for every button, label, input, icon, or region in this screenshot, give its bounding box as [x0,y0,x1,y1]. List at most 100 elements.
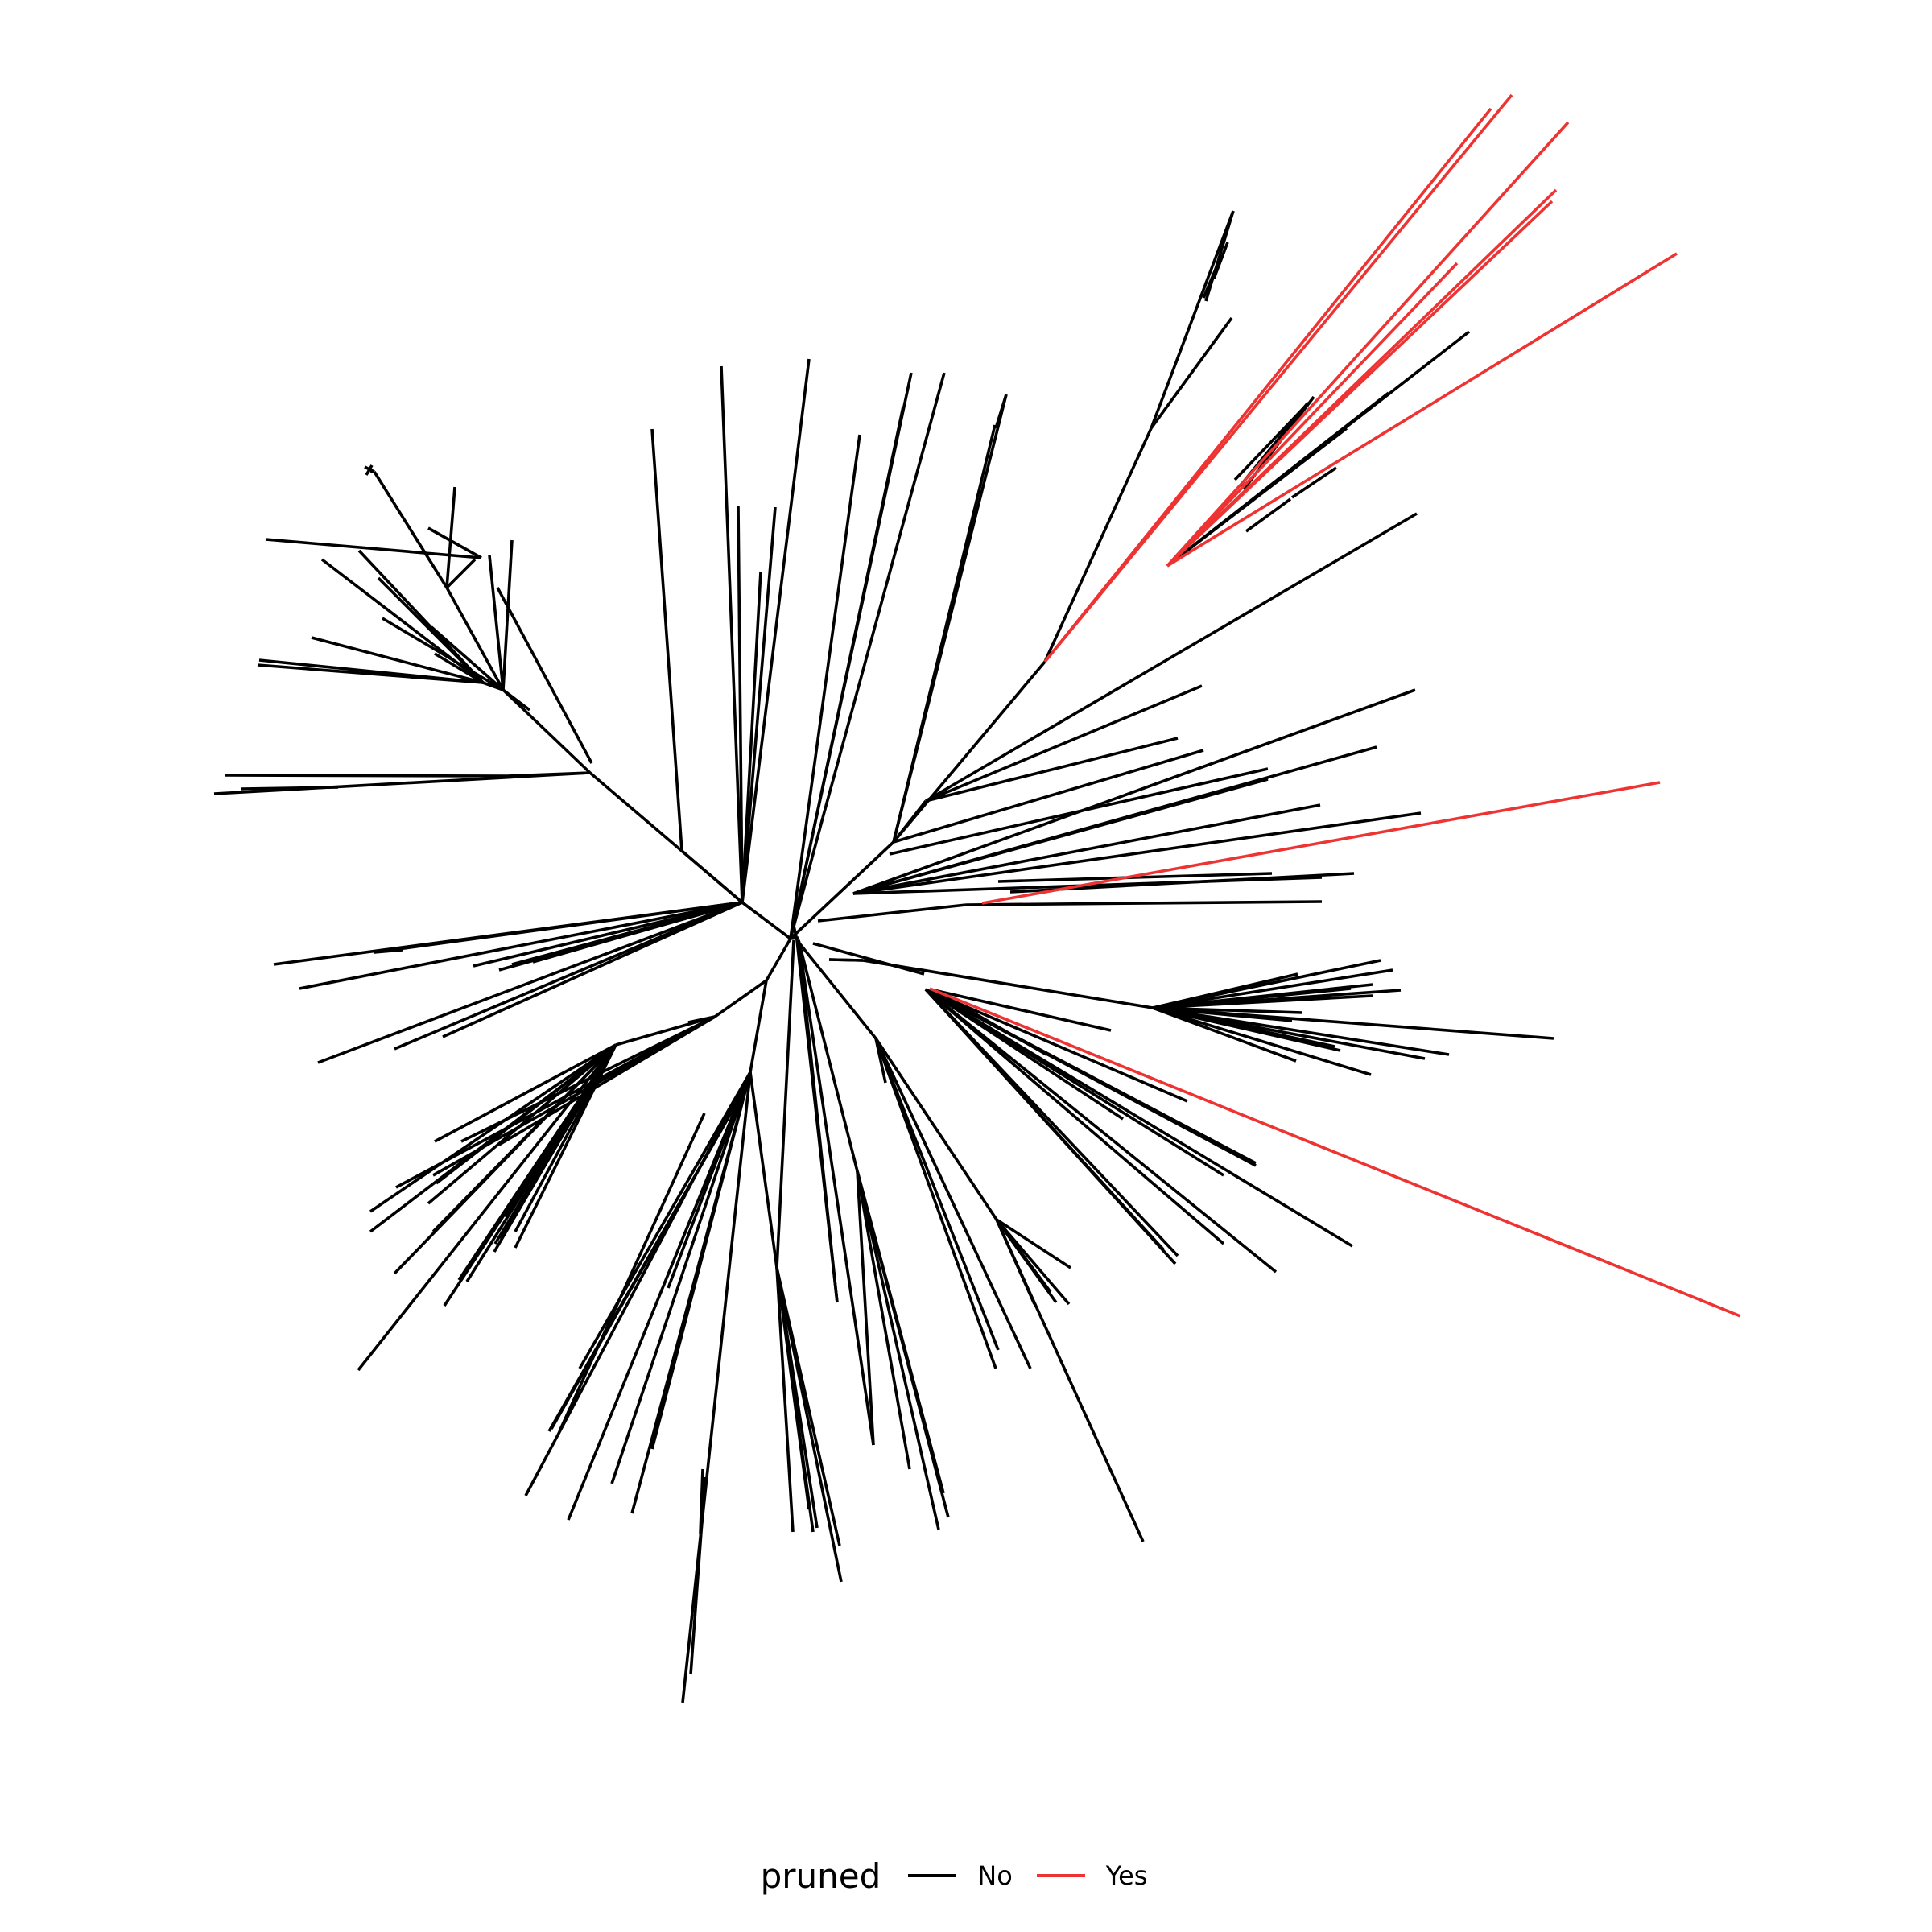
legend-title: pruned [760,1856,881,1896]
branch [741,506,777,903]
branch [852,745,1377,895]
legend-label-yes: Yes [1105,1860,1148,1891]
branch [924,988,1177,1265]
branch [775,939,795,1269]
branch [925,988,1353,1248]
branch [856,1170,911,1470]
branch [373,471,448,588]
branch [1290,466,1338,499]
branch [856,1170,940,1530]
branch [681,1071,752,1703]
branch [933,989,1047,1056]
branch [241,786,339,791]
branch [1152,1006,1372,1076]
branch [795,939,839,1303]
branch [789,817,824,939]
branch [1043,427,1153,663]
branch [741,358,811,903]
branch [741,571,762,903]
branch [434,652,484,684]
branch [1212,242,1229,279]
branch [749,1071,778,1269]
branch [699,1468,704,1534]
branch [933,989,1112,1032]
branch [924,988,1278,1274]
branch [775,1267,841,1546]
branch [502,539,514,691]
branch [713,979,768,1018]
branch [925,737,1179,803]
branch [789,434,861,939]
branch [369,1043,617,1213]
branch [430,625,505,691]
branch [427,526,482,559]
branch [795,939,877,1040]
branch [874,1038,998,1220]
branch [817,903,967,923]
branch [258,658,484,684]
branch [995,1219,1145,1542]
branch [317,901,743,1064]
legend-swatch-yes [1036,1874,1085,1877]
branch [892,799,927,844]
branch [434,1043,617,1143]
branch [1152,994,1373,1009]
branch [893,749,1204,844]
branch [1150,210,1235,429]
branch [532,901,743,964]
branch [1152,1006,1303,1014]
branch [213,771,591,795]
branch-pruned [1166,262,1459,568]
branch [265,538,482,559]
branch [1233,403,1308,481]
branch [792,925,799,941]
branch [924,988,1225,1245]
branch [775,1267,795,1533]
branch [650,428,683,852]
branch [892,424,997,843]
branch [558,1113,706,1432]
branch [889,767,1269,856]
branch [365,464,374,476]
branch [720,365,744,903]
branch [1152,1006,1341,1052]
branch [862,959,1154,1009]
branch [1152,1006,1297,1063]
branch [852,688,1416,895]
branch [1204,210,1235,302]
branch [856,1170,875,1446]
branch [320,558,485,684]
branch [852,811,1422,895]
branch [995,1218,1058,1304]
branch [394,901,743,1051]
branch [445,486,456,588]
branch-pruned [1166,121,1570,568]
branch [874,1038,1000,1351]
branch [789,406,905,939]
branch [1150,316,1233,430]
branch [1152,987,1352,1009]
legend-item-yes: Yes [1036,1860,1148,1891]
branch [741,901,792,940]
branch [821,372,946,819]
branch [997,872,1273,883]
branch [856,1170,945,1494]
branch [765,938,792,981]
branch [382,617,504,691]
branch [874,1038,1032,1369]
branch [852,803,1321,895]
branch [812,942,925,976]
branch [445,558,477,589]
branch [874,1038,887,1084]
branch-pruned [1043,93,1513,663]
branch [650,1071,752,1450]
branch [749,980,768,1073]
branch [1152,1006,1426,1060]
legend: pruned No Yes [0,1852,1932,1900]
branch [514,1044,617,1232]
branch [965,900,1323,906]
branch [1245,497,1292,533]
branch [1202,265,1219,299]
branch [1152,968,1393,1009]
branch [442,901,743,1038]
